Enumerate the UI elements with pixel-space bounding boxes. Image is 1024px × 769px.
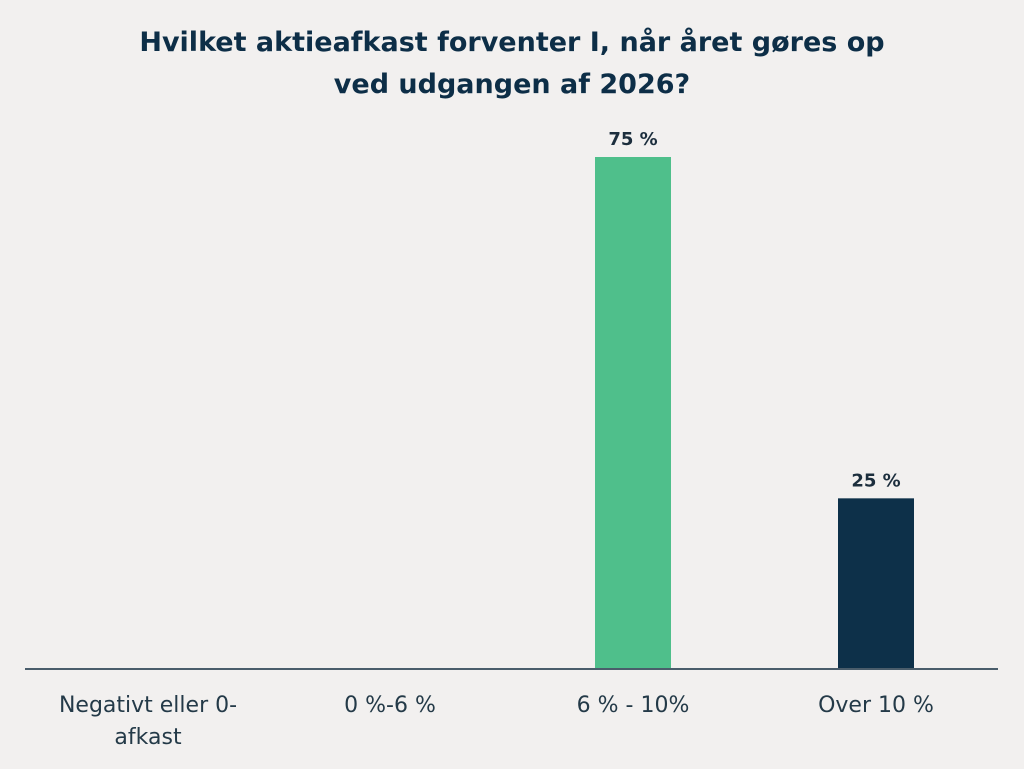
chart-title-line-2: ved udgangen af 2026? (333, 69, 691, 100)
data-label-2: 75 % (608, 129, 657, 150)
data-label-3: 25 % (851, 470, 900, 491)
chart-title: Hvilket aktieafkast forventer I, når åre… (0, 22, 1024, 106)
x-tick-label-0-1: afkast (114, 725, 182, 750)
x-tick-label-0-0: Negativt eller 0- (59, 693, 237, 718)
bar-3 (838, 498, 914, 669)
chart-title-line-1: Hvilket aktieafkast forventer I, når åre… (139, 27, 885, 58)
x-tick-label-2-0: 6 % - 10% (577, 693, 690, 718)
x-tick-label-1-0: 0 %-6 % (344, 693, 436, 718)
x-tick-label-3-0: Over 10 % (818, 693, 934, 718)
bar-2 (595, 157, 671, 669)
